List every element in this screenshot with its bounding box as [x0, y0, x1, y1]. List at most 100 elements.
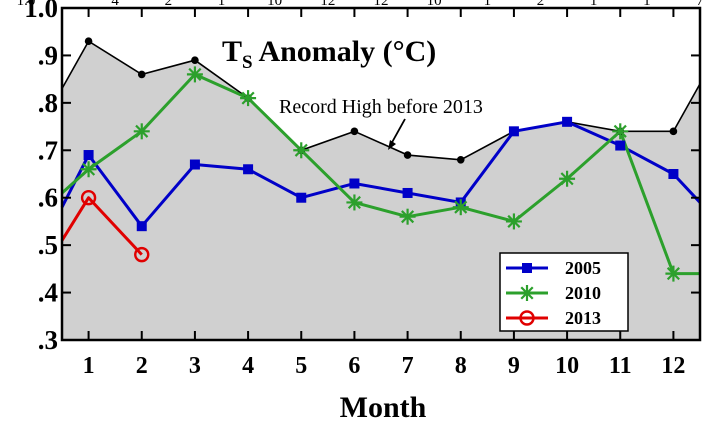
series-point-2013	[134, 246, 150, 263]
y-tick-label: 1.0	[24, 0, 58, 23]
chart-title-rest: Anomaly (°C)	[253, 35, 437, 68]
series-point-2010	[240, 90, 257, 107]
x-tick-label: 2	[136, 353, 148, 379]
legend-marker-2005	[522, 263, 532, 273]
legend-label-2005: 2005	[565, 258, 601, 278]
asterisk-stroke	[454, 200, 468, 214]
asterisk-stroke	[507, 214, 521, 228]
y-tick-label: .6	[38, 183, 58, 213]
ticks-layer: .3.4.5.6.7.8.91.01 2 3 4 5 6 7 8 9 10 11 121.0 4 2 1 10…	[17, 0, 705, 379]
asterisk-stroke	[135, 124, 149, 138]
top-tick-label: 4	[111, 0, 119, 9]
y-tick-label: .5	[38, 230, 58, 260]
series-point-2010	[133, 123, 150, 140]
x-tick-label: 12	[661, 353, 685, 379]
series-line-2010	[61, 72, 700, 276]
legend-marker-2010	[519, 285, 535, 301]
series-line-2013	[60, 196, 143, 256]
asterisk-stroke	[82, 162, 96, 176]
series-point-2010	[346, 194, 363, 211]
series-point-2010	[612, 123, 629, 140]
series-point-2010	[505, 213, 522, 230]
legend-marker-2013	[519, 310, 535, 326]
chart-title-subscript: S	[242, 52, 253, 73]
record-high-point	[456, 155, 465, 164]
series-point-2010	[293, 142, 310, 159]
asterisk-stroke	[347, 195, 361, 209]
top-tick-label: 12	[374, 0, 389, 9]
asterisk-stroke	[241, 91, 255, 105]
series-point-2005	[189, 159, 200, 170]
legend-label-2010: 2010	[565, 283, 601, 303]
series-point-2005	[136, 221, 147, 232]
series-point-2010	[452, 199, 469, 216]
legend: 2005 2010 2013	[499, 252, 629, 332]
x-tick-label: 7	[402, 353, 414, 379]
asterisk-stroke	[613, 124, 627, 138]
top-tick-label: 1	[590, 0, 598, 9]
asterisk-stroke	[520, 286, 534, 300]
record-high-point	[350, 127, 359, 136]
chart-title: TS Anomaly (°C)	[222, 35, 436, 73]
top-tick-label: 1	[218, 0, 226, 9]
y-tick-label: .8	[38, 88, 58, 118]
y-tick-label: .3	[38, 325, 58, 355]
top-tick-label: 2	[165, 0, 173, 9]
series-point-2005	[402, 187, 413, 198]
top-tick-label: 10	[427, 0, 442, 9]
record-high-annotation-arrow	[389, 118, 406, 147]
top-tick-label: 1	[643, 0, 651, 9]
top-tick-label: 1	[484, 0, 492, 9]
chart-title-main: T	[222, 35, 242, 68]
x-tick-label: 6	[348, 353, 360, 379]
y-tick-label: .7	[38, 135, 58, 165]
top-tick-label: 2	[537, 0, 545, 9]
record-high-point	[669, 127, 678, 136]
legend-label-2013: 2013	[565, 308, 601, 328]
top-tick-label: 12	[320, 0, 335, 9]
series-lines-layer	[60, 40, 702, 276]
asterisk-stroke	[560, 172, 574, 186]
series-point-2010	[186, 66, 203, 83]
y-tick-label: .9	[38, 40, 58, 70]
top-tick-label: 10	[267, 0, 282, 9]
series-point-2005	[668, 169, 679, 179]
top-tick-label: 1.0	[17, 0, 36, 9]
series-markers-layer	[80, 37, 682, 282]
series-point-2010	[399, 208, 416, 225]
x-tick-label: 3	[189, 353, 201, 379]
series-line-2005	[60, 120, 702, 228]
x-tick-label: 5	[295, 353, 307, 379]
series-point-2005	[349, 178, 360, 189]
series-point-2005	[83, 150, 94, 161]
x-tick-label: 10	[555, 353, 579, 379]
asterisk-stroke	[294, 143, 308, 157]
asterisk-stroke	[188, 67, 202, 81]
series-point-2010	[559, 170, 576, 187]
series-point-2005	[508, 126, 519, 137]
record-high-point	[191, 56, 199, 64]
series-point-2010	[80, 161, 97, 178]
record-high-point	[137, 70, 146, 79]
series-point-2005	[296, 192, 307, 203]
y-tick-label: .4	[38, 278, 58, 308]
x-tick-label: 9	[508, 353, 520, 379]
x-tick-label: 8	[455, 353, 467, 379]
x-axis-label: Month	[340, 391, 427, 424]
record-high-annotation: Record High before 2013	[279, 96, 483, 118]
asterisk-stroke	[666, 267, 680, 281]
record-high-point	[84, 37, 93, 45]
series-point-2010	[665, 265, 682, 282]
asterisk-stroke	[401, 210, 415, 224]
x-tick-label: 11	[609, 353, 632, 379]
record-high-line	[61, 40, 701, 161]
axes-layer	[60, 6, 702, 342]
series-point-2013	[80, 190, 97, 206]
top-tick-label: 7	[696, 0, 704, 9]
record-high-annotation-arrowhead	[388, 140, 396, 150]
series-point-2005	[615, 140, 626, 151]
x-tick-label: 1	[83, 353, 95, 379]
series-point-2005	[562, 116, 573, 127]
plot-frame	[60, 6, 702, 342]
